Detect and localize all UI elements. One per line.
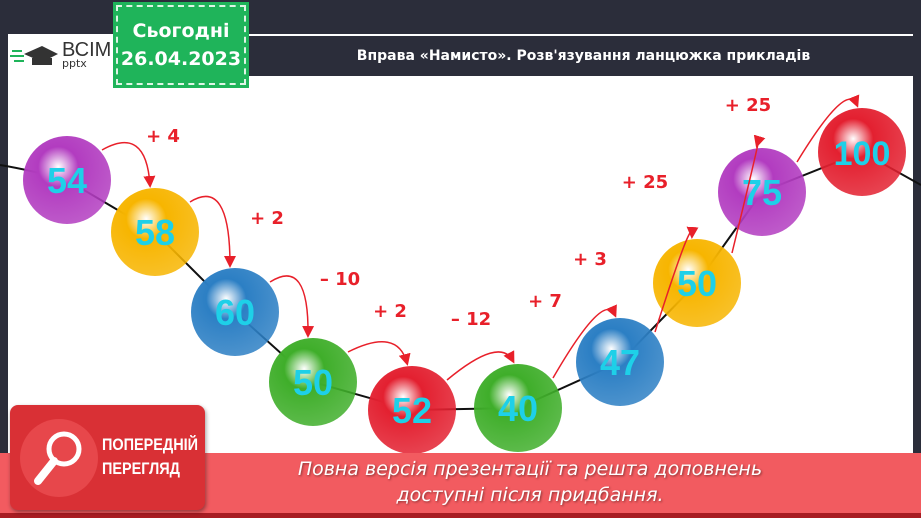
bead xyxy=(23,136,111,224)
bead-number: 52 xyxy=(392,390,432,431)
step-label: + 2 xyxy=(250,208,284,229)
logo-text: ВСІМ xyxy=(62,39,112,61)
step-arrow xyxy=(347,341,411,366)
date-label: Сьогодні xyxy=(132,20,230,42)
step-arrow xyxy=(446,350,515,381)
bead xyxy=(474,364,562,452)
bead-number: 100 xyxy=(834,135,891,173)
step-arrow xyxy=(101,141,156,188)
step-label: + 25 xyxy=(622,172,668,193)
bead xyxy=(111,188,199,276)
bead-number: 40 xyxy=(498,388,538,429)
bead-number: 47 xyxy=(600,342,640,383)
step-label: + 3 xyxy=(573,249,607,270)
step-label: – 10 xyxy=(320,269,360,290)
footer-line1: Повна версія презентації та решта доповн… xyxy=(297,458,763,480)
bead-number: 60 xyxy=(215,292,255,333)
magnifier-icon xyxy=(20,419,98,497)
bead xyxy=(368,366,456,454)
step-arrow xyxy=(654,226,699,333)
bead-number: 54 xyxy=(47,160,87,201)
step-arrow xyxy=(189,195,236,268)
bead xyxy=(269,338,357,426)
step-label: + 25 xyxy=(725,95,771,116)
footer-text: Повна версія презентації та решта доповн… xyxy=(240,456,820,508)
bead-number: 50 xyxy=(293,362,333,403)
logo-sub: pptx xyxy=(62,57,87,70)
step-arrow xyxy=(552,304,617,379)
bead-number: 75 xyxy=(742,172,782,213)
bead xyxy=(191,268,279,356)
bead xyxy=(818,108,906,196)
bead xyxy=(576,318,664,406)
step-arrow xyxy=(796,94,860,163)
step-label: + 2 xyxy=(373,301,407,322)
bottom-bar xyxy=(0,513,921,518)
bead xyxy=(718,148,806,236)
logo: ВСІМ pptx xyxy=(10,40,111,70)
preview-button[interactable]: ПОПЕРЕДНІЙ ПЕРЕГЛЯД xyxy=(10,405,205,510)
slide-title: Вправа «Намисто». Розв'язування ланцюжка… xyxy=(246,36,921,76)
bead xyxy=(653,239,741,327)
date-badge: Сьогодні 26.04.2023 xyxy=(113,2,249,88)
step-arrow xyxy=(269,275,315,338)
preview-line2: ПЕРЕГЛЯД xyxy=(102,459,180,478)
step-label: + 4 xyxy=(146,126,180,147)
graduation-cap-icon xyxy=(10,46,58,65)
step-label: – 12 xyxy=(451,309,491,330)
date-value: 26.04.2023 xyxy=(120,48,242,70)
bead-number: 58 xyxy=(135,212,175,253)
bead-number: 50 xyxy=(677,263,717,304)
step-label: + 7 xyxy=(528,291,562,312)
footer-line2: доступні після придбання. xyxy=(396,484,664,506)
step-arrow xyxy=(731,134,766,254)
preview-line1: ПОПЕРЕДНІЙ xyxy=(102,435,199,454)
